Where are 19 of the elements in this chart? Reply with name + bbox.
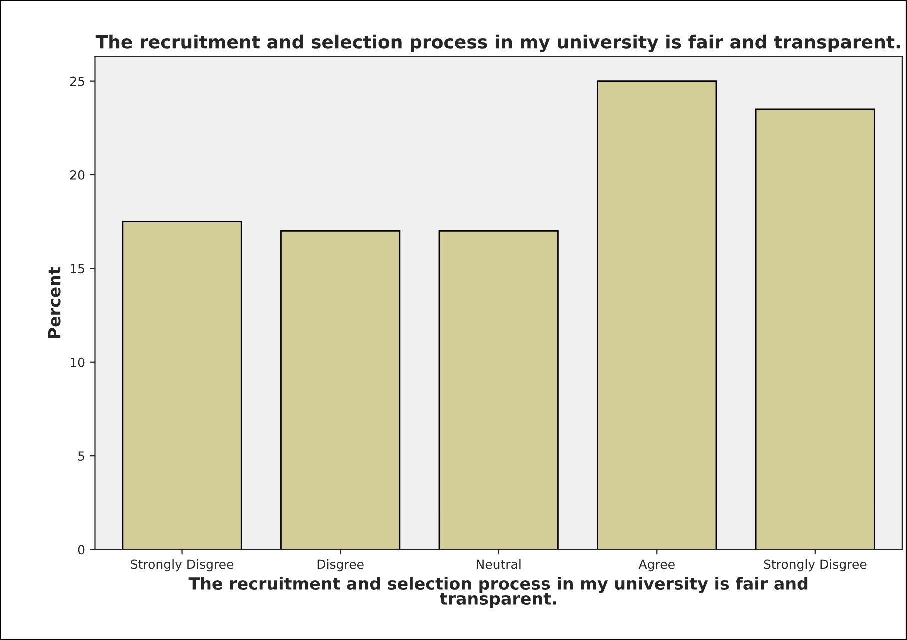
- y-tick-label: 0: [78, 545, 85, 555]
- x-tick-label: Strongly Disgree: [131, 559, 234, 572]
- x-tick-label: Disgree: [318, 559, 364, 572]
- x-axis-title: The recruitment and selection process in my university is fair and transparent.: [188, 577, 808, 608]
- bar: [438, 230, 559, 550]
- y-axis-title: Percent: [48, 267, 61, 338]
- y-tick-label: 25: [70, 76, 84, 86]
- y-tick-label: 15: [70, 264, 84, 274]
- bar: [122, 221, 242, 550]
- bar: [755, 108, 876, 550]
- y-tick-label: 10: [70, 358, 85, 368]
- y-tick-label: 20: [70, 170, 85, 180]
- x-tick-label: Agree: [638, 560, 675, 572]
- y-tick-label: 5: [78, 452, 84, 461]
- chart-title: The recruitment and selection process in my university is fair and transparent.: [96, 34, 900, 53]
- x-tick-label: Neutral: [477, 559, 521, 570]
- x-tick-label: Strongly Disgree: [764, 559, 867, 572]
- bar: [597, 80, 718, 550]
- bar: [280, 230, 401, 550]
